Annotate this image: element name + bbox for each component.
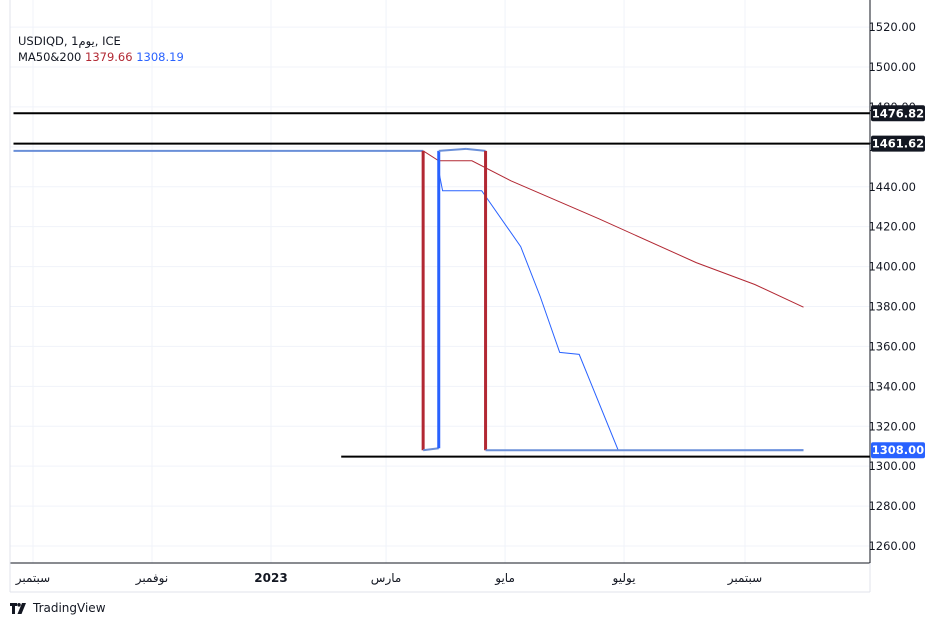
ma200-line: [438, 170, 804, 451]
x-tick-label: مارس: [371, 571, 402, 586]
horizontal-lines: [13, 112, 870, 458]
y-tick-label: 1260.00: [868, 539, 916, 553]
price-segment: [465, 147, 486, 152]
series-layer: [422, 150, 804, 451]
y-tick-label: 1300.00: [868, 459, 916, 473]
y-tick-label: 1280.00: [868, 499, 916, 513]
chart-legend: USDIQD, 1يوم, ICE MA50&200 1379.66 1308.…: [18, 33, 184, 65]
tradingview-icon: [10, 602, 26, 614]
ma-legend-row[interactable]: MA50&200 1379.66 1308.19: [18, 49, 184, 65]
y-tick-label: 1340.00: [868, 379, 916, 393]
brand-label: TradingView: [33, 601, 106, 615]
y-tick-label: 1420.00: [868, 220, 916, 234]
ma200-value: 1308.19: [136, 50, 184, 64]
axes: [9, 0, 871, 593]
price-badge-label: 1476.82: [872, 106, 924, 120]
price-badge: [871, 105, 925, 122]
y-axis-ticks: 1260.00 1280.00 1300.00 1320.00 1340.00 1360.…: [868, 20, 916, 553]
x-axis-ticks: سبتمبر نوفمبر 2023 مارس مايو يوليو سبتمبر: [15, 571, 762, 586]
tradingview-logo[interactable]: TradingView: [10, 601, 106, 615]
x-tick-label: سبتمبر: [727, 571, 762, 586]
y-tick-label: 1500.00: [868, 60, 916, 74]
ma-label: MA50&200: [18, 50, 82, 64]
y-tick-label: 1520.00: [868, 20, 916, 34]
price-badge-label: 1308.00: [872, 443, 924, 457]
price-badges: 1476.82 1461.62 1308.00: [871, 105, 925, 459]
price-badge-label: 1461.62: [872, 137, 924, 151]
price-segment: [438, 147, 467, 152]
price-badge: [871, 135, 925, 152]
ma50-line: [422, 150, 804, 308]
symbol-line[interactable]: USDIQD, 1يوم, ICE: [18, 34, 121, 48]
price-series-layer: [13, 147, 804, 452]
y-tick-label: 1320.00: [868, 419, 916, 433]
x-tick-label: نوفمبر: [135, 571, 168, 586]
y-tick-label: 1380.00: [868, 300, 916, 314]
y-tick-label: 1400.00: [868, 260, 916, 274]
y-tick-label: 1360.00: [868, 339, 916, 353]
x-tick-label: 2023: [254, 571, 287, 585]
x-tick-label: سبتمبر: [15, 571, 50, 586]
x-tick-label: مايو: [494, 571, 515, 586]
y-tick-label: 1440.00: [868, 180, 916, 194]
price-badge: [871, 442, 925, 459]
ma50-value: 1379.66: [85, 50, 133, 64]
price-segment: [423, 447, 439, 452]
x-tick-label: يوليو: [612, 571, 636, 586]
